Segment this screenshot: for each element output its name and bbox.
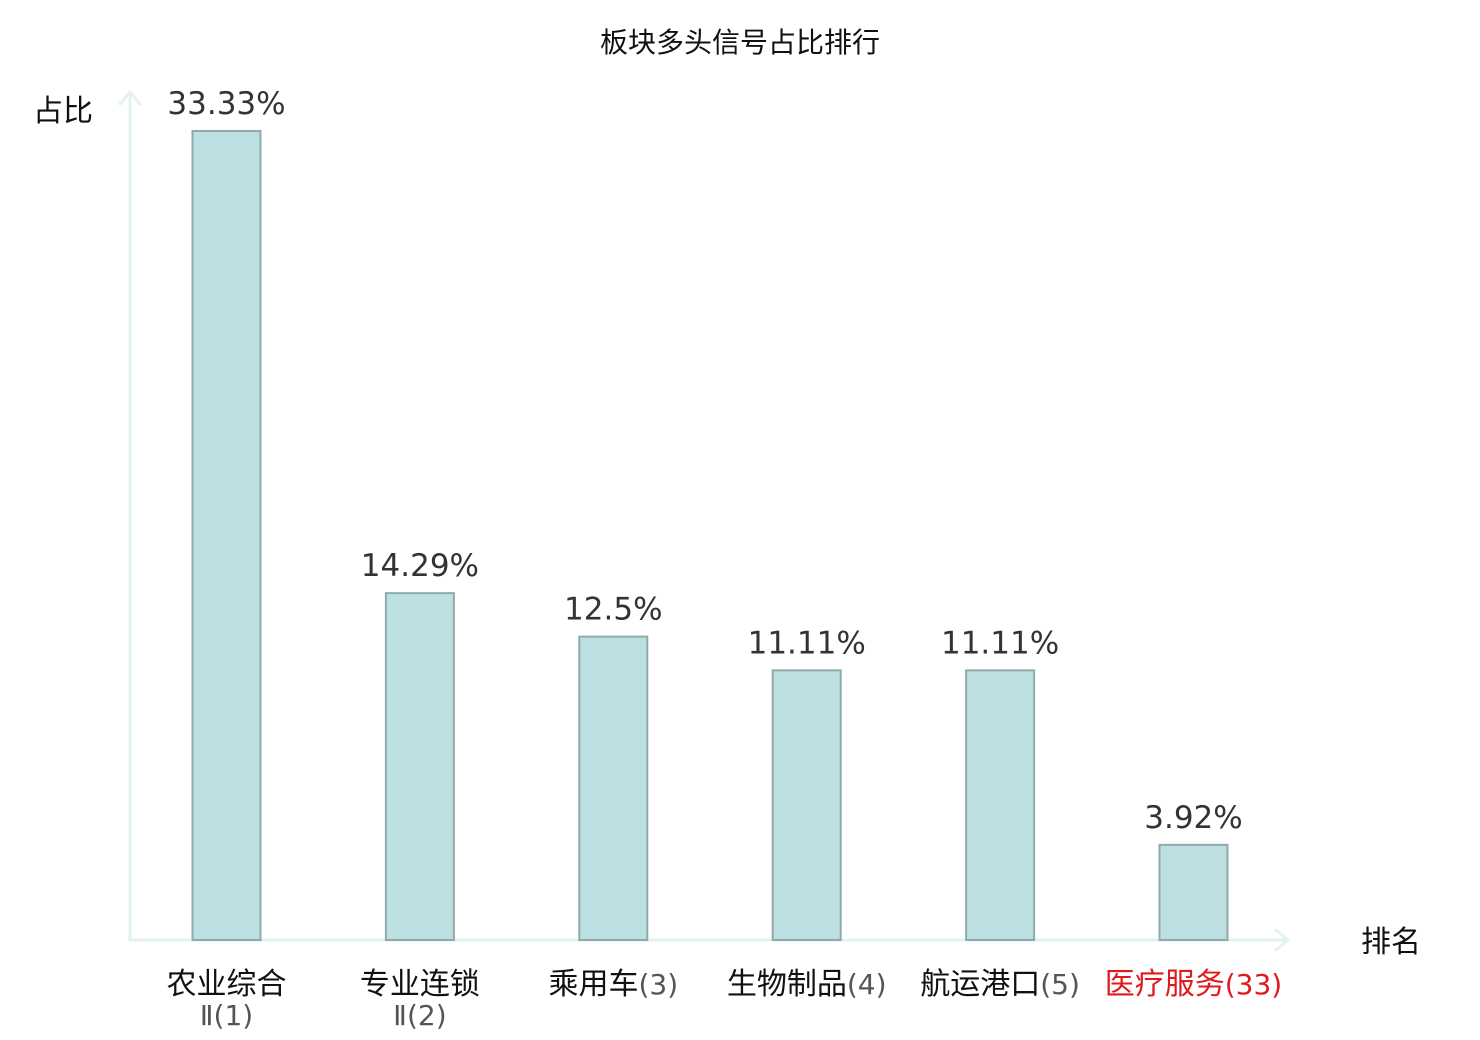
y-axis-arrow-icon bbox=[118, 90, 142, 106]
x-tick-rank: (33) bbox=[1225, 968, 1282, 1001]
x-tick-label-line2: Ⅱ(1) bbox=[200, 999, 253, 1032]
x-tick-name: 专业连锁 bbox=[360, 967, 480, 1002]
bar bbox=[384, 592, 455, 942]
value-label: 3.92% bbox=[1144, 800, 1242, 836]
x-tick-label: 农业综合 bbox=[167, 967, 287, 1002]
value-label: 11.11% bbox=[748, 625, 866, 661]
bars-group bbox=[191, 130, 1229, 942]
x-tick-label: 生物制品(4) bbox=[727, 967, 887, 1002]
x-axis-arrow-icon bbox=[1274, 928, 1290, 952]
value-label: 14.29% bbox=[361, 548, 479, 584]
bar bbox=[965, 669, 1036, 941]
x-tick-name: 农业综合 bbox=[167, 967, 287, 1002]
x-tick-name: 航运港口 bbox=[920, 967, 1040, 1002]
x-tick-name: 乘用车 bbox=[548, 967, 638, 1002]
x-tick-rank: (1) bbox=[214, 999, 254, 1032]
chart-title: 板块多头信号占比排行 bbox=[600, 26, 880, 59]
x-tick-name: 生物制品 bbox=[727, 967, 847, 1002]
x-tick-rank: (2) bbox=[407, 999, 447, 1032]
x-tick-subtitle: Ⅱ bbox=[200, 999, 214, 1032]
x-tick-label: 医疗服务(33) bbox=[1105, 967, 1282, 1002]
bar bbox=[191, 130, 262, 941]
x-tick-subtitle: Ⅱ bbox=[393, 999, 407, 1032]
bar bbox=[1158, 843, 1229, 942]
x-tick-rank: (3) bbox=[638, 968, 678, 1001]
x-axis-label: 排名 bbox=[1361, 925, 1421, 960]
x-tick-rank: (4) bbox=[847, 968, 887, 1001]
y-axis-label: 占比 bbox=[33, 94, 93, 129]
bar bbox=[578, 635, 649, 941]
x-tick-label: 专业连锁 bbox=[360, 967, 480, 1002]
value-label: 11.11% bbox=[941, 625, 1059, 661]
value-label: 33.33% bbox=[167, 86, 285, 122]
x-tick-label: 航运港口(5) bbox=[920, 967, 1080, 1002]
x-tick-name: 医疗服务 bbox=[1105, 967, 1225, 1002]
bar bbox=[771, 669, 842, 941]
x-tick-rank: (5) bbox=[1040, 968, 1080, 1001]
value-labels-group: 33.33% 14.29% 12.5% 11.11% 11.11% 3.92% bbox=[167, 86, 1242, 836]
value-label: 12.5% bbox=[564, 592, 662, 628]
x-tick-label-line2: Ⅱ(2) bbox=[393, 999, 446, 1032]
x-tick-label: 乘用车(3) bbox=[548, 967, 678, 1002]
